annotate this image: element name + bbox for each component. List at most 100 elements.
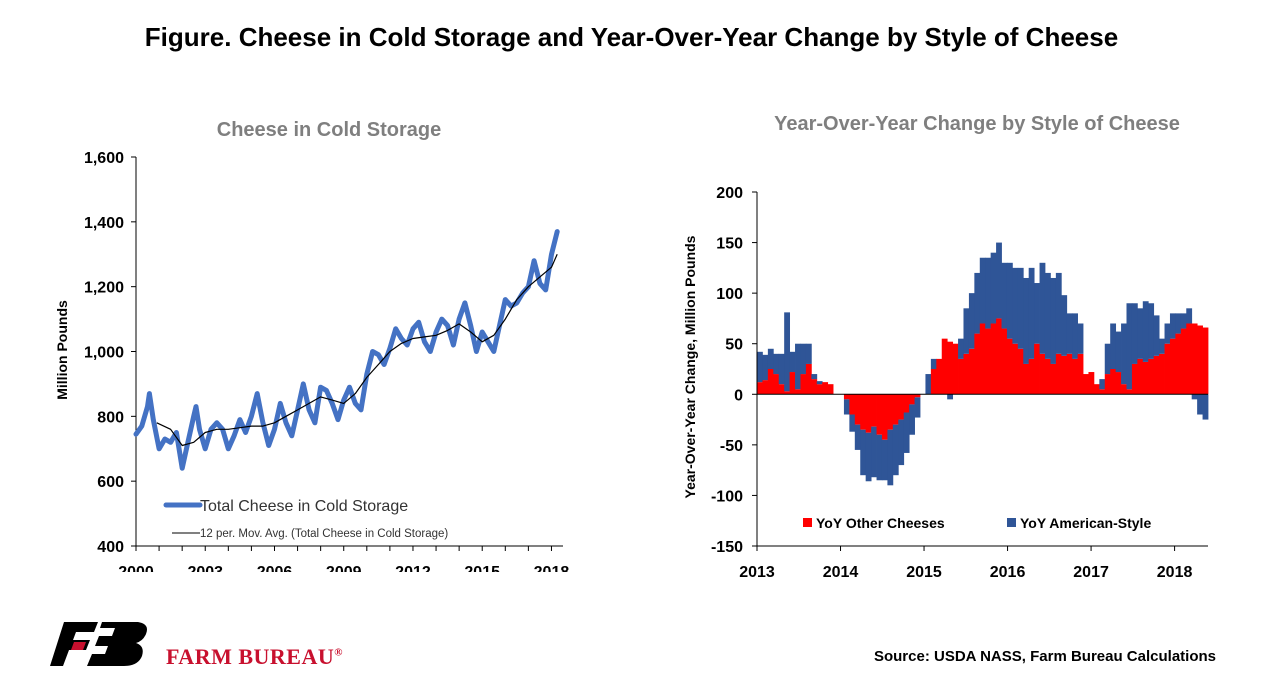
legend-label-american: YoY American-Style — [1020, 515, 1151, 531]
bar-american — [871, 426, 877, 478]
bar-other — [849, 394, 856, 415]
y-tick-label: 600 — [97, 474, 124, 491]
legend-label-other: YoY Other Cheeses — [816, 515, 945, 531]
bar-other — [1055, 353, 1062, 395]
bar-american — [1148, 303, 1155, 359]
bar-american — [1164, 323, 1171, 344]
chart-title: Year-Over-Year Change by Style of Cheese — [774, 113, 1180, 135]
bar-american — [1142, 301, 1149, 362]
bar-american — [762, 354, 769, 381]
bar-other — [914, 394, 921, 398]
bar-american — [958, 338, 964, 359]
bars — [757, 242, 1209, 486]
bar-american — [979, 257, 986, 324]
bar-other — [1104, 374, 1111, 395]
bar-american — [925, 374, 932, 395]
series-lines — [133, 229, 560, 471]
y-tick-label: 150 — [716, 236, 743, 253]
bar-other — [1164, 343, 1171, 395]
x-tick-label: 2003 — [187, 564, 223, 572]
bar-other — [1180, 328, 1187, 395]
bar-other — [1153, 355, 1160, 395]
bar-other — [1186, 323, 1193, 395]
bar-other — [784, 391, 791, 395]
bar-american — [1159, 338, 1165, 354]
legend-swatch-american — [1007, 518, 1016, 527]
farm-bureau-logo — [50, 618, 370, 670]
x-tick-label: 2013 — [739, 564, 775, 581]
bar-other — [996, 318, 1002, 395]
bar-other — [1169, 338, 1176, 395]
bar-american — [1061, 295, 1068, 356]
bar-other — [1110, 369, 1117, 395]
bar-other — [974, 333, 981, 395]
x-tick-label: 2016 — [990, 564, 1026, 581]
bar-other — [795, 389, 801, 395]
bar-other — [963, 353, 970, 395]
bar-other — [816, 384, 823, 395]
y-tick-label: 1,200 — [84, 280, 124, 297]
bar-american — [1066, 313, 1073, 354]
bar-american — [816, 381, 823, 385]
y-tick-label: 50 — [725, 337, 743, 354]
bar-american — [1197, 394, 1203, 415]
bar-other — [887, 394, 894, 430]
bar-other — [854, 394, 861, 425]
y-tick-label: 0 — [734, 387, 743, 404]
bar-american — [892, 424, 899, 476]
bar-other — [1050, 363, 1057, 395]
bar-other — [909, 394, 915, 405]
legend-label-moving-avg: 12 per. Mov. Avg. (Total Cheese in Cold … — [200, 528, 448, 540]
bar-other — [990, 323, 997, 395]
bar-other — [822, 382, 829, 395]
bar-other — [1093, 384, 1100, 395]
bar-american — [1072, 313, 1078, 359]
bar-other — [757, 382, 763, 395]
bar-other — [892, 394, 899, 425]
bar-other — [773, 374, 780, 395]
logo-text: FARM BUREAU® — [166, 644, 343, 670]
bar-american — [1191, 394, 1198, 400]
bar-american — [805, 343, 812, 364]
bar-american — [854, 424, 861, 450]
figure-title: Figure. Cheese in Cold Storage and Year-… — [144, 22, 1119, 52]
y-tick-label: -150 — [711, 539, 743, 556]
bar-american — [1006, 262, 1013, 339]
bar-other — [843, 394, 850, 400]
bar-american — [1039, 262, 1046, 354]
bar-american — [1099, 379, 1106, 390]
bar-other — [936, 358, 943, 395]
bar-other — [1202, 327, 1209, 395]
bar-american — [1055, 272, 1062, 354]
y-axis-label: Million Pounds — [54, 300, 70, 400]
bar-american — [795, 343, 801, 390]
bar-other — [1191, 323, 1198, 395]
bar-american — [1131, 303, 1138, 364]
bar-other — [1012, 343, 1019, 395]
bar-other — [1044, 358, 1051, 395]
bar-american — [1110, 323, 1117, 369]
bar-american — [849, 414, 856, 432]
bar-other — [1131, 363, 1138, 395]
bar-american — [968, 293, 975, 349]
bar-other — [1142, 361, 1149, 395]
bar-american — [1050, 277, 1057, 364]
y-tick-label: 200 — [716, 185, 743, 202]
bar-american — [800, 343, 807, 375]
x-tick-label: 2018 — [1157, 564, 1193, 581]
bar-other — [1088, 372, 1095, 395]
bar-american — [1137, 308, 1144, 359]
bar-other — [1039, 353, 1046, 395]
bar-american — [811, 374, 818, 380]
y-tick-label: 1,000 — [84, 345, 124, 362]
bar-other — [1034, 343, 1040, 395]
bar-other — [903, 394, 910, 413]
bar-american — [757, 351, 763, 383]
bar-american — [1012, 267, 1019, 344]
x-tick-label: 2018 — [534, 564, 570, 572]
bar-other — [1126, 389, 1133, 395]
bar-other — [968, 348, 975, 395]
bar-other — [1066, 353, 1073, 395]
chart-title-line: Year-Over-Year Change by Style of Cheese — [774, 113, 1180, 135]
bar-other — [941, 338, 948, 395]
